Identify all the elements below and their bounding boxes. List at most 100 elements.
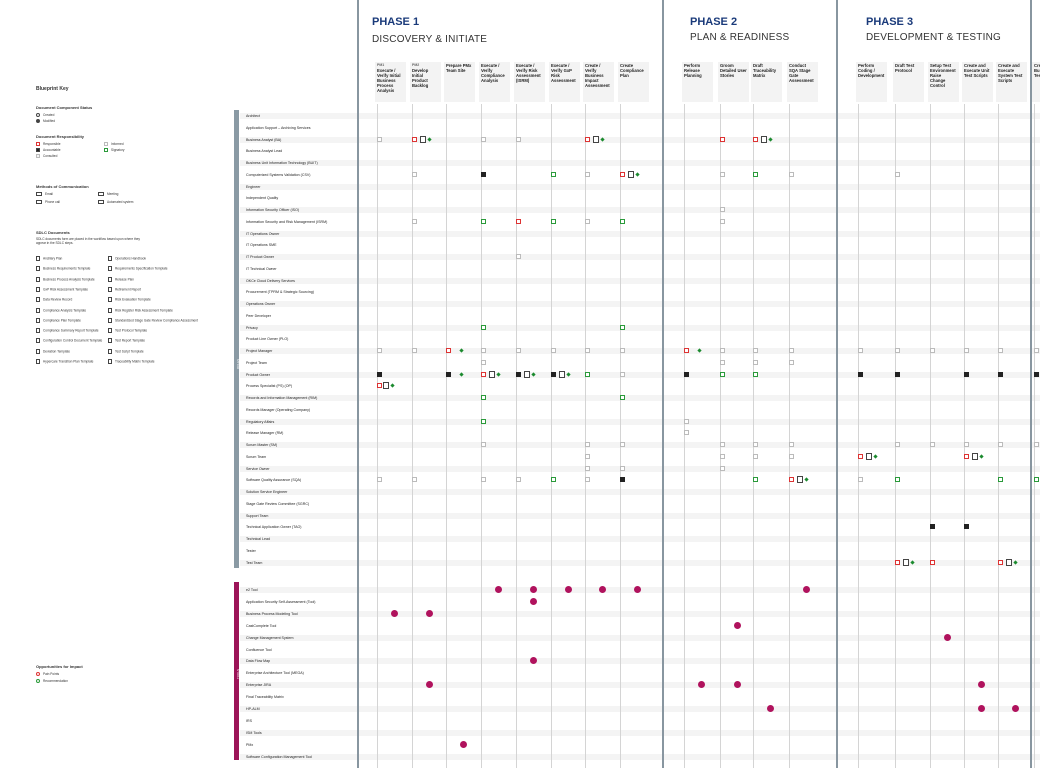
document-icon (593, 135, 599, 143)
column-header: Create Compliance Plan (618, 62, 649, 102)
comm-phone: Phone call (36, 200, 60, 205)
role-label: Application Support – Archiving Services (246, 125, 311, 130)
responsibility-mark (481, 171, 486, 177)
role-label: Operations Owner (246, 302, 276, 306)
tool-icon (978, 705, 985, 712)
column-header: Create and Execute Unit Test Scripts (962, 62, 993, 102)
responsibility-mark (720, 371, 725, 377)
column-header: Draft Traceability Matrix (751, 62, 782, 102)
row-band (240, 559, 1040, 566)
column-line (412, 104, 413, 768)
phase1-number: PHASE 1 (372, 16, 420, 28)
responsibility-mark (753, 442, 758, 447)
responsibility-mark (858, 371, 863, 377)
tool-icon (426, 681, 433, 689)
responsibility-mark (620, 477, 625, 483)
sdlc-head: SDLC Documents (36, 230, 70, 235)
status-modified: Modified (36, 119, 55, 124)
tool-icon (803, 586, 810, 593)
responsibility-mark (585, 477, 590, 483)
responsibility-mark (753, 453, 758, 459)
column-line (858, 104, 859, 768)
document-icon (36, 307, 40, 313)
responsibility-mark (720, 465, 725, 471)
row-band (240, 682, 1040, 689)
sdlc-doc-item: Standardized Stage Gate Review Complianc… (108, 317, 198, 323)
responsibility-mark (620, 442, 625, 447)
document-icon (108, 297, 112, 303)
column-header: Create Business Test (1032, 62, 1040, 102)
column-label: Execute / Verify Initial Business Proces… (377, 68, 401, 93)
responsibility-mark (789, 442, 794, 447)
status-head: Document Component Status (36, 105, 93, 110)
document-icon (36, 256, 40, 261)
responsibility-mark (585, 371, 590, 377)
tool-label: IRS (246, 718, 252, 723)
column-line (446, 104, 447, 768)
column-line (1034, 104, 1035, 768)
document-icon (36, 348, 40, 354)
modified-icon (36, 119, 40, 124)
row-band (240, 301, 1040, 307)
role-label: Product Owner (246, 372, 270, 377)
role-label: OKCe Cloud Delivery Services (246, 278, 295, 283)
document-icon (108, 317, 112, 323)
tool-icon (426, 609, 433, 617)
sdlc-doc-item: Risk Evaluation Template (108, 297, 151, 303)
responsibility-mark (895, 371, 900, 377)
phase2-number: PHASE 2 (690, 16, 738, 28)
opp-pain-points: Pain Points (36, 672, 59, 677)
recommendation-icon (804, 477, 809, 482)
responsibility-mark (930, 348, 935, 353)
row-band (240, 753, 1040, 760)
sdlc-doc-item: Business Process Analysis Template (36, 276, 95, 282)
tool-label: HP-ALM (246, 707, 260, 711)
responsibility-mark (684, 348, 689, 353)
responsibility-mark (998, 477, 1003, 483)
meeting-icon (98, 192, 104, 197)
column-header: Setup Test Environment Raise Change Cont… (928, 62, 959, 102)
document-icon (420, 135, 426, 143)
comm-meeting: Meeting (98, 192, 118, 197)
column-line (481, 104, 482, 768)
column-line (895, 104, 896, 768)
responsibility-mark (481, 395, 486, 400)
responsibility-mark (753, 171, 758, 177)
phase2-name: PLAN & READINESS (690, 32, 790, 43)
row-band (240, 183, 1040, 190)
comm-automated: Automated system (98, 200, 133, 205)
phase3-name: DEVELOPMENT & TESTING (866, 32, 1001, 43)
role-label: Computerized Systems Validation (CSV) (246, 172, 311, 177)
responsibility-mark (753, 359, 758, 365)
column-label: Create and Execute Unit Test Scripts (964, 63, 990, 78)
responsibility-mark (720, 359, 725, 365)
responsibility-mark (998, 442, 1003, 447)
responsibility-mark (377, 371, 382, 377)
opp-head: Opportunities for Impact (36, 664, 83, 669)
document-icon (108, 307, 112, 313)
responsibility-mark (446, 348, 451, 353)
responsibility-mark (720, 171, 725, 177)
column-header: Execute / Verify GxP Risk Assessment (549, 62, 580, 102)
row-band (240, 254, 1040, 260)
responsibility-mark (551, 348, 556, 353)
row-band (240, 136, 1040, 143)
role-label: Service Owner (246, 466, 270, 471)
responsibility-mark (551, 218, 556, 224)
signatory-icon (104, 148, 108, 153)
tool-icon (530, 657, 537, 665)
sdlc-doc-item: GxP Risk Assessment Template (36, 286, 88, 292)
responsibility-mark (377, 348, 382, 353)
role-label: Privacy (246, 325, 258, 330)
row-band (240, 489, 1040, 495)
informed-icon (104, 142, 108, 147)
document-icon (383, 382, 389, 390)
column-line (516, 104, 517, 768)
column-line (964, 104, 965, 768)
row-band (240, 277, 1040, 284)
column-label: Perform Release Planning (684, 63, 702, 78)
sdlc-doc-item: Ancillary Plan (36, 256, 62, 261)
tool-icon (978, 681, 985, 689)
tool-label: CastComplete Tool (246, 623, 277, 628)
tool-icon (1012, 705, 1019, 712)
